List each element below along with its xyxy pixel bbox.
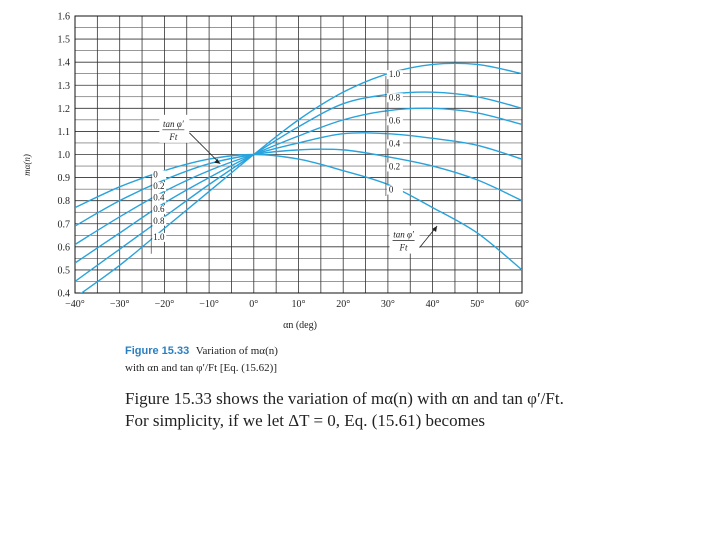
x-tick-label: −20° — [155, 299, 175, 310]
x-tick-label: −40° — [65, 299, 85, 310]
body-paragraph: Figure 15.33 shows the variation of mα(n… — [125, 388, 685, 432]
left-curve-labels: 00.2 0.40.6 0.8 1.0 — [150, 170, 167, 254]
curve-label-bg — [152, 216, 167, 226]
y-tick-label: 1.6 — [58, 12, 71, 23]
curve-label-left: 0.2 — [153, 181, 164, 191]
curve-label-left: 0.8 — [153, 216, 165, 226]
x-axis-label: αn (deg) — [283, 320, 317, 331]
annotation-denominator: Ft — [168, 132, 177, 142]
curve-label-bg — [386, 185, 403, 195]
y-tick-label: 1.1 — [58, 127, 71, 138]
series-line — [75, 153, 522, 271]
curve-label-right: 0.8 — [389, 92, 401, 102]
chart-frame — [74, 15, 523, 294]
chart-annotations: tan φ′ Ft tan φ′ Ft — [159, 114, 438, 254]
y-axis-label: mα(n) — [22, 154, 32, 176]
figure-number: Figure 15.33 — [125, 345, 190, 357]
chart-ticks: −40° −30° −20° −10° 0° 10° 20° 30° 40° 50° 60°0.40… — [58, 12, 530, 311]
x-tick-label: 40° — [426, 299, 440, 310]
annotation-bg — [159, 114, 190, 143]
curve-label-bg — [152, 193, 167, 203]
curve-label-right: 0.6 — [389, 115, 401, 125]
curve-label-bg — [386, 116, 403, 126]
y-tick-label: 1.0 — [58, 150, 71, 161]
curve-label-bg — [152, 182, 167, 192]
y-tick-label: 1.2 — [58, 104, 71, 115]
annotation-arrowhead — [432, 226, 438, 233]
annotation-numerator: tan φ′ — [393, 230, 415, 240]
body-line-2: For simplicity, if we let ΔT = 0, Eq. (1… — [125, 411, 485, 430]
y-tick-label: 1.3 — [58, 81, 71, 92]
curve-label-bg — [152, 232, 167, 242]
curve-label-right: 0.4 — [389, 138, 401, 148]
x-tick-label: 50° — [470, 299, 484, 310]
y-tick-label: 1.5 — [58, 35, 71, 46]
x-tick-label: −30° — [110, 299, 130, 310]
x-tick-label: 60° — [515, 299, 529, 310]
annotation-arrow — [189, 132, 221, 165]
x-tick-label: 30° — [381, 299, 395, 310]
y-tick-label: 0.6 — [58, 242, 71, 253]
y-tick-label: 0.7 — [58, 219, 71, 230]
x-tick-label: 20° — [336, 299, 350, 310]
x-tick-label: 10° — [292, 299, 306, 310]
annotation-bg — [389, 225, 420, 254]
chart-grid — [74, 15, 523, 294]
caption-line-1: Variation of mα(n) — [195, 345, 278, 357]
curve-label-bg — [386, 70, 403, 80]
curve-label-bg — [386, 139, 403, 149]
figure-caption: Figure 15.33 Variation of mα(n) with αn … — [125, 343, 525, 377]
y-tick-label: 1.4 — [58, 58, 71, 69]
annotation-arrowhead — [214, 158, 221, 164]
y-tick-label: 0.4 — [58, 289, 71, 300]
curve-label-right: 0 — [389, 185, 394, 195]
annotation-denominator: Ft — [399, 243, 408, 253]
curve-label-right: 0.2 — [389, 162, 400, 172]
x-tick-label: 0° — [249, 299, 258, 310]
curve-label-bg — [152, 205, 167, 215]
x-tick-label: −10° — [199, 299, 219, 310]
y-tick-label: 0.8 — [58, 196, 71, 207]
chart: −40° −30° −20° −10° 0° 10° 20° 30° 40° 50° 60°0.40… — [22, 12, 530, 332]
y-tick-label: 0.5 — [58, 265, 71, 276]
curve-label-bg — [152, 170, 167, 180]
curve-label-left: 0.4 — [153, 193, 165, 203]
curve-label-left: 1.0 — [153, 232, 165, 242]
caption-line-2: with αn and tan φ′/Ft [Eq. (15.62)] — [125, 362, 277, 374]
curve-label-bg — [386, 93, 403, 103]
curve-label-left: 0 — [153, 170, 158, 180]
body-line-1: Figure 15.33 shows the variation of mα(n… — [125, 389, 564, 408]
right-curve-labels: 1.0 0.8 0.6 0.4 0.2 0 — [385, 69, 403, 197]
curve-label-left: 0.6 — [153, 204, 165, 214]
annotation-numerator: tan φ′ — [163, 119, 185, 129]
curve-label-right: 1.0 — [389, 69, 401, 79]
curve-label-bg — [386, 162, 403, 172]
y-tick-label: 0.9 — [58, 173, 71, 184]
